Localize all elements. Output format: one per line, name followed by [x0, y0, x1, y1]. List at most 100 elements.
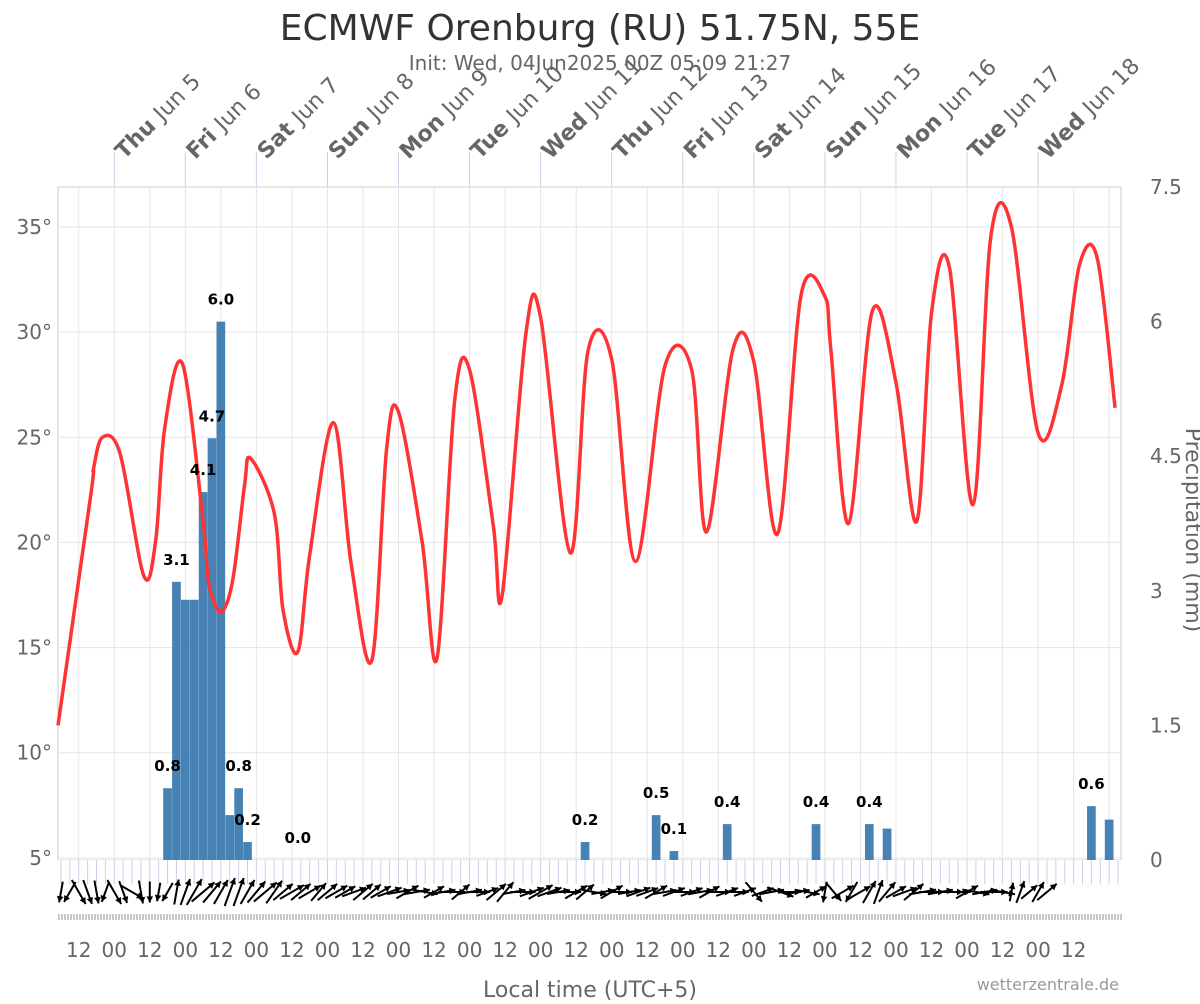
wind-strip-dot — [865, 914, 867, 920]
wind-strip-dot — [1102, 914, 1104, 920]
wind-strip-dot — [979, 914, 981, 920]
wind-strip-dot — [568, 914, 570, 920]
precipitation-data-label: 6.0 — [208, 291, 235, 309]
wind-strip-dot — [268, 914, 270, 920]
wind-arrow-head — [615, 885, 623, 892]
precipitation-data-label: 0.1 — [661, 820, 688, 838]
precipitation-bar — [180, 599, 190, 860]
wind-strip-dot — [295, 914, 297, 920]
wind-arrow-head — [303, 883, 311, 891]
x-tick-label: 12 — [66, 938, 91, 962]
grid — [57, 152, 1122, 861]
wind-strip-dot — [862, 914, 864, 920]
wind-strip-dot — [547, 914, 549, 920]
x-tick-label: 00 — [883, 938, 908, 962]
wind-strip-dot — [1072, 914, 1074, 920]
wind-arrow-head — [221, 880, 228, 887]
wind-strip-dot — [565, 914, 567, 920]
wind-strip-dot — [772, 914, 774, 920]
wind-arrow-head — [813, 889, 820, 897]
wind-arrow-head — [86, 897, 93, 904]
wind-strip-dot — [775, 914, 777, 920]
wind-strip-dot — [460, 914, 462, 920]
wind-arrow-head — [64, 895, 70, 902]
wind-strip-dot — [988, 914, 990, 920]
wind-strip-dot — [217, 914, 219, 920]
wind-strip-dot — [625, 914, 627, 920]
wind-strip-dot — [931, 914, 933, 920]
wind-strip-dot — [352, 914, 354, 920]
wind-strip-dot — [889, 914, 891, 920]
wind-strip-dot — [874, 914, 876, 920]
wind-strip-dot — [961, 914, 963, 920]
wind-strip-dot — [337, 914, 339, 920]
wind-strip-dot — [196, 914, 198, 920]
wind-strip-dot — [385, 914, 387, 920]
wind-strip-dot — [928, 914, 930, 920]
wind-strip-dot — [685, 914, 687, 920]
wind-strip-dot — [880, 914, 882, 920]
wind-strip-dot — [901, 914, 903, 920]
wind-strip-dot — [427, 914, 429, 920]
precipitation-bar — [198, 492, 208, 860]
y2-tick-label: 7.5 — [1150, 175, 1182, 199]
wind-strip-dot — [1063, 914, 1065, 920]
wind-strip-dot — [1120, 914, 1122, 920]
wind-arrow-head — [248, 880, 255, 887]
wind-strip-dot — [388, 914, 390, 920]
wind-strip-dot — [841, 914, 843, 920]
wind-arrow-head — [587, 884, 594, 892]
wind-strip-dot — [967, 914, 969, 920]
wind-strip-dot — [64, 914, 66, 920]
wind-strip-dot — [583, 914, 585, 920]
wind-strip-dot — [160, 914, 162, 920]
wind-strip-dot — [472, 914, 474, 920]
wind-strip-dot — [973, 914, 975, 920]
wind-strip-dot — [913, 914, 915, 920]
wind-arrow-head — [916, 883, 924, 891]
wind-strip-dot — [229, 914, 231, 920]
precipitation-bar — [189, 599, 199, 860]
wind-strip-dot — [703, 914, 705, 920]
x-tick-label: 00 — [599, 938, 624, 962]
wind-strip-dot — [1048, 914, 1050, 920]
wind-strip-dot — [523, 914, 525, 920]
wind-strip-dot — [898, 914, 900, 920]
wind-arrow-head — [275, 880, 283, 888]
wind-strip-dot — [643, 914, 645, 920]
wind-strip-dot — [424, 914, 426, 920]
wind-strip-dot — [877, 914, 879, 920]
wind-strip-dot — [370, 914, 372, 920]
x-axis-title: Local time (UTC+5) — [483, 978, 697, 1000]
wind-strip-dot — [205, 914, 207, 920]
wind-strip-dot — [1021, 914, 1023, 920]
wind-strip-dot — [934, 914, 936, 920]
wind-strip-dot — [379, 914, 381, 920]
wind-strip-dot — [505, 914, 507, 920]
wind-strip-dot — [127, 914, 129, 920]
x-tick-label: 00 — [954, 938, 979, 962]
wind-strip-dot — [1105, 914, 1107, 920]
wind-arrow-head — [162, 894, 169, 902]
wind-strip-dot — [835, 914, 837, 920]
wind-arrow-head — [536, 886, 544, 893]
wind-arrow-head — [258, 881, 266, 889]
wind-strip-dot — [202, 914, 204, 920]
wind-strip-dot — [1051, 914, 1053, 920]
precipitation-data-label: 0.5 — [643, 784, 670, 802]
wind-strip-dot — [694, 914, 696, 920]
wind-strip-dot — [274, 914, 276, 920]
wind-strip-dot — [151, 914, 153, 920]
wind-strip-dot — [985, 914, 987, 920]
wind-strip-dot — [1024, 914, 1026, 920]
wind-strip-dot — [406, 914, 408, 920]
wind-strip-dot — [517, 914, 519, 920]
wind-strip-dot — [529, 914, 531, 920]
wind-strip-dot — [637, 914, 639, 920]
wind-strip-dot — [766, 914, 768, 920]
wind-strip-dot — [469, 914, 471, 920]
wind-arrow-head — [820, 895, 828, 903]
x-tick-label: 00 — [741, 938, 766, 962]
y-tick-label: 10° — [17, 741, 52, 765]
wind-strip-dot — [367, 914, 369, 920]
